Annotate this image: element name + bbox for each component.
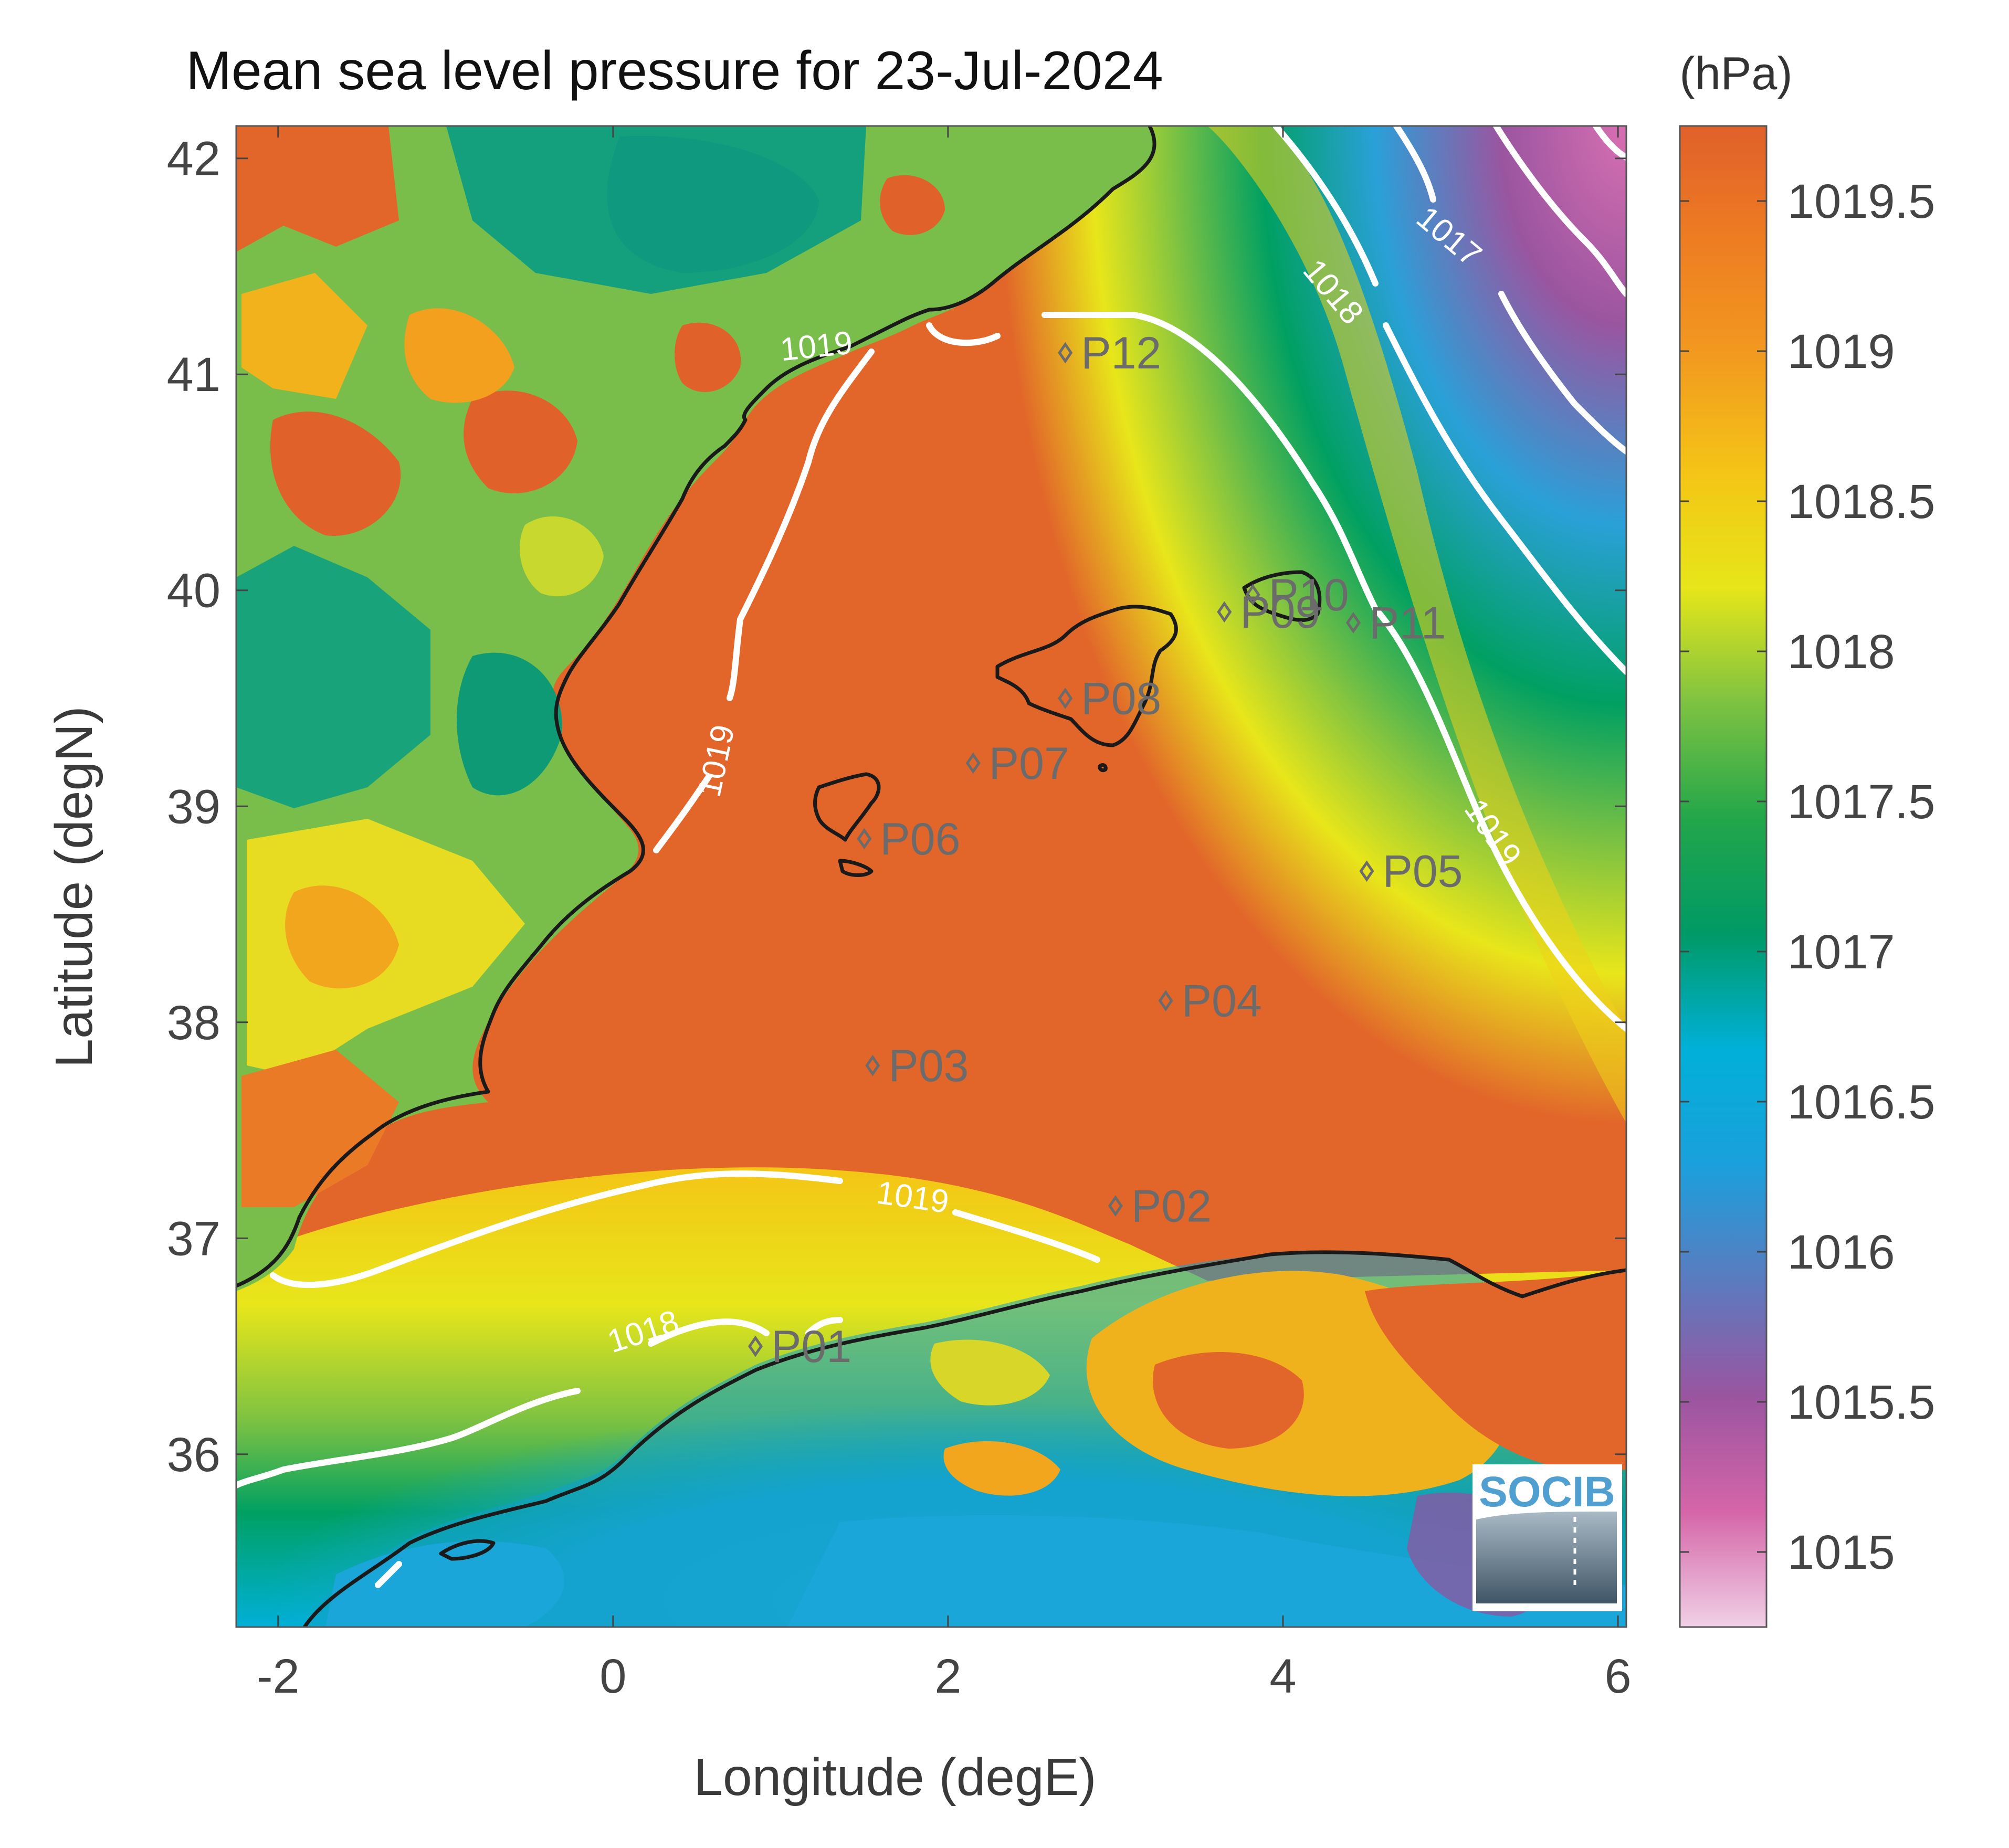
y-axis-label: Latitude (degN) xyxy=(45,706,103,1068)
station-label: P06 xyxy=(880,814,960,864)
isobar-1019-west-b xyxy=(653,774,712,853)
y-tick-label: 39 xyxy=(167,780,220,833)
station-marker-icon xyxy=(865,1054,880,1076)
socib-logo-text: SOCIB xyxy=(1479,1468,1615,1516)
station-label: P11 xyxy=(1369,598,1446,648)
station-label: P07 xyxy=(989,738,1069,789)
station-label: P08 xyxy=(1081,674,1161,724)
colorbar-tick-label: 1018.5 xyxy=(1787,475,1935,529)
isobar-1019-west xyxy=(727,349,875,701)
station-label: P03 xyxy=(888,1041,969,1091)
y-tick-label: 41 xyxy=(167,348,220,402)
isobar-1017-ne xyxy=(1393,126,1436,203)
isobar-1019-north-b xyxy=(1042,312,1626,1032)
isobar-1018-ne-b xyxy=(1383,322,1626,675)
station-label: P02 xyxy=(1131,1181,1212,1232)
y-tick-label: 42 xyxy=(167,132,220,186)
station-marker-icon xyxy=(1058,688,1073,709)
map-title: Mean sea level pressure for 23-Jul-2024 xyxy=(186,40,1163,101)
colorbar-tick-label: 1017.5 xyxy=(1787,775,1935,829)
station-label: P12 xyxy=(1081,328,1161,378)
land-texture xyxy=(236,126,945,1207)
x-axis-label: Longitude (degE) xyxy=(693,1748,1096,1807)
station-p02[interactable]: P02 xyxy=(1108,1181,1212,1232)
colorbar-tick-label: 1016 xyxy=(1787,1226,1895,1279)
x-tick-label: 2 xyxy=(934,1650,961,1703)
station-marker-icon xyxy=(1158,990,1173,1012)
x-axis-ticks: -2 0 2 4 6 xyxy=(257,126,1632,1703)
y-tick-label: 38 xyxy=(167,996,220,1050)
isobar-label: 1019 xyxy=(779,324,854,368)
pressure-field xyxy=(236,126,1626,1627)
station-marker-icon xyxy=(1217,601,1232,623)
isobar-1018-south-b xyxy=(648,1318,770,1347)
colorbar-fill xyxy=(1679,125,1768,1628)
x-tick-label: 0 xyxy=(599,1650,626,1703)
station-label: P10 xyxy=(1269,570,1349,620)
station-p03[interactable]: P03 xyxy=(865,1041,969,1091)
colorbar-tick-label: 1017 xyxy=(1787,925,1895,979)
station-label: P05 xyxy=(1382,847,1463,897)
station-marker-icon xyxy=(857,828,872,850)
y-tick-label: 40 xyxy=(167,564,220,618)
y-tick-label: 37 xyxy=(167,1212,220,1265)
station-label: P04 xyxy=(1182,976,1262,1027)
station-p10[interactable]: P10 xyxy=(1245,570,1349,620)
isobar-1018-south xyxy=(236,1388,581,1488)
isobar-1016-ne xyxy=(1493,126,1626,297)
isobar-1018-ne xyxy=(1272,126,1379,287)
y-axis-ticks: 36 37 38 39 40 41 42 xyxy=(167,132,1626,1482)
y-tick-label: 36 xyxy=(167,1428,220,1482)
plot-frame xyxy=(235,125,1627,1628)
isobars xyxy=(236,126,1626,1588)
isobar-1015-ne xyxy=(1593,126,1626,161)
isobar-1019-north xyxy=(926,322,1001,346)
coastline xyxy=(236,126,1626,1627)
station-p05[interactable]: P05 xyxy=(1359,847,1463,897)
station-p08[interactable]: P08 xyxy=(1058,674,1161,724)
mallorca-coast xyxy=(995,605,1178,747)
x-tick-label: -2 xyxy=(257,1650,300,1703)
ibiza-coast xyxy=(813,772,881,842)
station-p07[interactable]: P07 xyxy=(965,738,1069,789)
x-tick-label: 6 xyxy=(1604,1650,1631,1703)
socib-logo: SOCIB xyxy=(1472,1464,1622,1611)
menorca-coast xyxy=(1242,570,1322,622)
station-marker-icon xyxy=(1108,1195,1123,1217)
colorbar: (hPa) 1015 1015.5 1016 1016.5 1017 1017.5 1018… xyxy=(1679,47,1935,1628)
station-p12[interactable]: P12 xyxy=(1058,328,1161,378)
station-label: P01 xyxy=(771,1322,851,1372)
x-tick-label: 4 xyxy=(1269,1650,1296,1703)
station-p11[interactable]: P11 xyxy=(1345,598,1446,648)
station-marker-icon xyxy=(748,1335,763,1357)
colorbar-unit: (hPa) xyxy=(1679,47,1792,99)
station-marker-icon xyxy=(1245,584,1260,606)
station-p09[interactable]: P09 xyxy=(1217,587,1320,638)
isobar-1018-south-c xyxy=(805,1317,843,1336)
station-marker-icon xyxy=(1345,612,1361,633)
isobar-1017-ne-b xyxy=(1498,291,1626,455)
colorbar-tick-label: 1015.5 xyxy=(1787,1376,1935,1429)
station-p01[interactable]: P01 xyxy=(748,1322,851,1372)
isobar-1019-south-b xyxy=(952,1209,1100,1263)
colorbar-tick-label: 1016.5 xyxy=(1787,1075,1935,1129)
station-p06[interactable]: P06 xyxy=(857,814,960,864)
station-marker-icon xyxy=(1359,860,1374,882)
isobar-1019-south xyxy=(270,1170,843,1289)
station-p04[interactable]: P04 xyxy=(1158,976,1262,1027)
station-label: P09 xyxy=(1240,587,1320,638)
station-marker-icon xyxy=(965,752,981,774)
station-marker-icon xyxy=(1058,342,1073,364)
colorbar-tick-label: 1019.5 xyxy=(1787,175,1935,228)
colorbar-tick-label: 1018 xyxy=(1787,625,1895,679)
colorbar-ticks: 1015 1015.5 1016 1016.5 1017 1017.5 1018 1018.5… xyxy=(1680,175,1935,1579)
colorbar-tick-label: 1019 xyxy=(1787,325,1895,378)
colorbar-tick-label: 1015 xyxy=(1787,1526,1895,1579)
